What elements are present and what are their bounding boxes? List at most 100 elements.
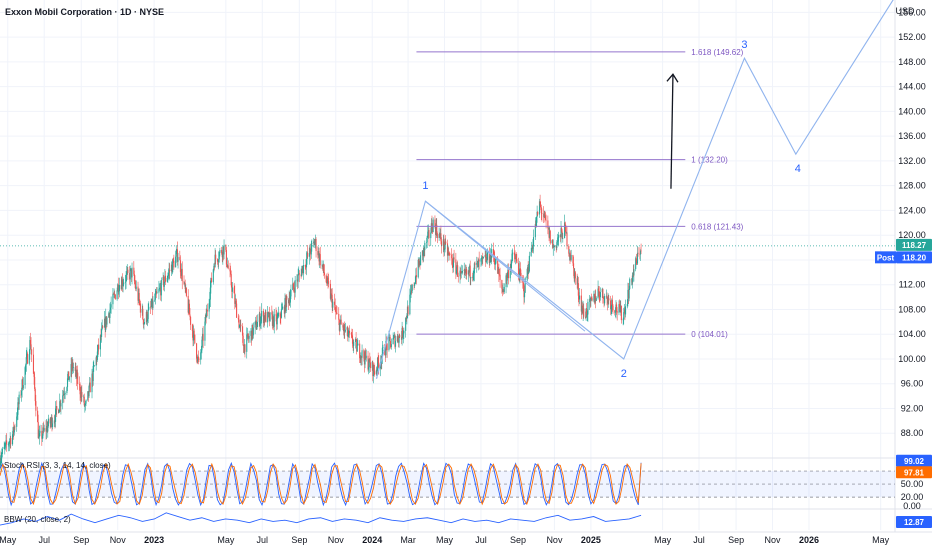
candle xyxy=(181,263,183,281)
candle xyxy=(78,376,81,391)
candle-body xyxy=(351,334,353,336)
candle xyxy=(72,359,74,372)
candle-body xyxy=(396,336,398,341)
candle xyxy=(47,414,49,428)
candle xyxy=(313,238,315,246)
stoch-rsi-title[interactable]: Stoch RSI (3, 3, 14, 14, close) xyxy=(4,461,111,470)
candle xyxy=(595,289,597,309)
candle xyxy=(594,290,596,304)
candle xyxy=(130,268,132,283)
main-price-pane[interactable]: 1.618 (149.62)1 (132.20)0.618 (121.43)0 … xyxy=(0,0,895,470)
candle xyxy=(118,284,120,295)
candle-body xyxy=(164,275,167,282)
candle-body xyxy=(45,428,47,432)
candle xyxy=(635,253,637,266)
candle-body xyxy=(414,282,416,284)
candle xyxy=(246,327,248,339)
candle xyxy=(135,280,137,292)
candle-body xyxy=(539,201,541,205)
candle-body xyxy=(197,356,199,359)
candle xyxy=(184,279,186,293)
candle-body xyxy=(126,269,128,273)
candle xyxy=(3,441,5,450)
candle xyxy=(460,264,462,279)
candle-body xyxy=(285,296,287,312)
currency-label[interactable]: USD xyxy=(895,6,915,16)
candle-body xyxy=(37,410,39,423)
candle-body xyxy=(456,265,458,270)
candle-body xyxy=(577,283,579,285)
candle xyxy=(105,308,107,333)
candle-body xyxy=(572,254,574,264)
candle-body xyxy=(105,316,107,325)
candle xyxy=(374,364,376,377)
candle-body xyxy=(463,269,465,271)
candle xyxy=(155,287,158,299)
candle xyxy=(549,229,551,245)
candle xyxy=(276,313,278,330)
candle xyxy=(129,265,131,286)
candle xyxy=(368,358,370,374)
candle xyxy=(184,281,186,287)
candle-body xyxy=(334,304,336,311)
candle xyxy=(440,237,443,254)
candle-body xyxy=(175,252,177,257)
candle-body xyxy=(160,287,162,296)
axis-layer[interactable]: 88.0092.0096.00100.00104.00108.00112.001… xyxy=(0,7,932,545)
candle xyxy=(589,297,591,308)
candle-body xyxy=(604,296,606,304)
candle xyxy=(251,323,253,341)
candle-body xyxy=(29,340,32,345)
candle xyxy=(231,282,233,299)
candle xyxy=(193,328,195,341)
stoch-rsi-pane[interactable] xyxy=(0,461,895,507)
candle-body xyxy=(343,325,345,332)
candle-body xyxy=(515,258,517,260)
symbol-title: Exxon Mobil Corporation · 1D · NYSE xyxy=(5,7,164,17)
bbw-pane[interactable] xyxy=(0,512,642,526)
candle-body xyxy=(635,258,637,261)
candle-body xyxy=(264,316,266,321)
candle-body xyxy=(288,299,290,304)
y-tick-label: 124.00 xyxy=(898,205,926,215)
candle xyxy=(41,425,43,446)
candle-body xyxy=(523,285,525,298)
candle-body xyxy=(292,283,294,291)
candle xyxy=(451,253,453,269)
candle-body xyxy=(485,256,487,263)
candle xyxy=(473,262,475,282)
candle-body xyxy=(360,355,362,360)
candle xyxy=(289,291,291,306)
candle xyxy=(541,208,543,222)
candle xyxy=(348,327,350,342)
candle-body xyxy=(275,314,277,316)
projection-arrow-shaft[interactable] xyxy=(670,74,674,189)
stoch-d-badge: 97.81 xyxy=(896,466,932,479)
candle-body xyxy=(597,288,599,299)
candle-body xyxy=(451,254,453,259)
elliott-wave-path[interactable] xyxy=(375,0,895,379)
candle-body xyxy=(70,363,72,377)
candle xyxy=(444,238,446,253)
candle xyxy=(351,328,354,348)
candle-body xyxy=(477,260,479,268)
candle-body xyxy=(369,362,371,369)
candle xyxy=(91,368,93,399)
candle-body xyxy=(440,233,442,242)
candle-body xyxy=(326,277,328,284)
candle-body xyxy=(570,257,572,260)
bbw-title[interactable]: BBW (20, close, 2) xyxy=(4,515,71,524)
candle xyxy=(218,251,220,263)
candle xyxy=(63,386,66,399)
candle xyxy=(369,356,371,373)
candle xyxy=(524,290,526,303)
candle xyxy=(438,227,440,241)
candle-body xyxy=(104,318,106,328)
candle-body xyxy=(121,279,124,286)
candle-body xyxy=(377,357,379,363)
wave-channel-line[interactable] xyxy=(425,200,586,332)
candle xyxy=(87,391,89,402)
candle xyxy=(267,306,269,328)
candle xyxy=(587,298,589,322)
candle xyxy=(298,266,300,276)
